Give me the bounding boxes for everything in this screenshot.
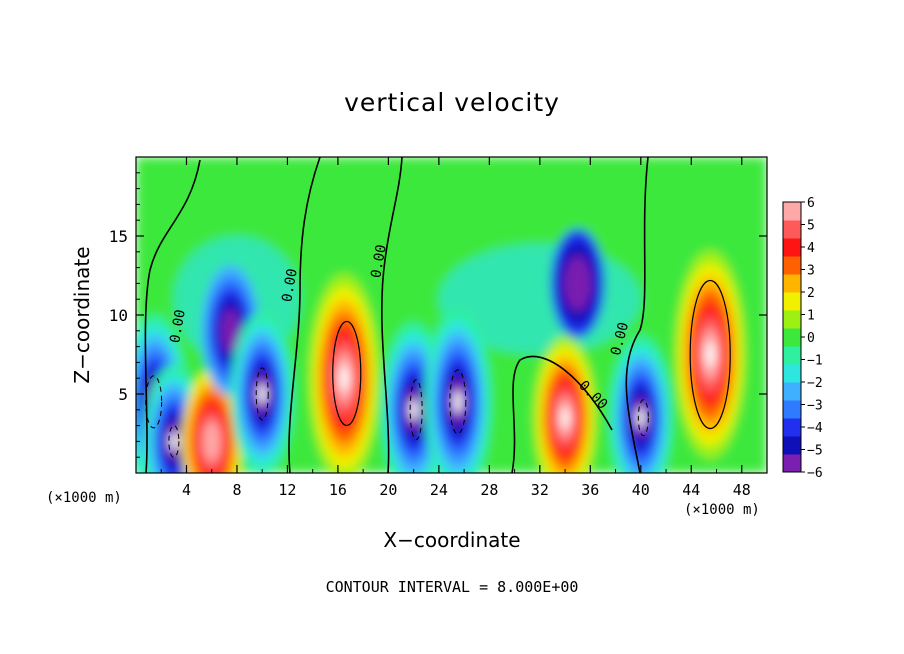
x-tick-label: 8 [232, 481, 241, 499]
colorbar-segment [783, 310, 801, 329]
colorbar-segment [783, 202, 801, 221]
field-cell-11-0 [705, 341, 715, 368]
colorbar-segment [783, 418, 801, 437]
x-tick-label: 48 [733, 481, 751, 499]
colorbar: 6 5 4 3 2 1 0 −1 −2 −3 −4 −5 −6 [782, 196, 823, 481]
y-axis: 5 10 15 [109, 172, 767, 458]
x-unit-label-right: (×1000 m) [684, 502, 760, 518]
colorbar-tick-label: 2 [807, 286, 815, 301]
y-tick-label: 10 [109, 306, 128, 325]
x-tick-label: 32 [531, 481, 549, 499]
x-tick-label: 12 [278, 481, 296, 499]
contour-label: 0.00 [279, 267, 301, 303]
contour-negative-1 [168, 424, 180, 458]
x-tick-label: 20 [379, 481, 397, 499]
contour-positive-core [689, 279, 731, 430]
x-tick-label: 44 [682, 481, 700, 499]
x-axis-label: X−coordinate [383, 528, 521, 552]
x-tick-label: 28 [480, 481, 498, 499]
y-tick-label: 15 [109, 227, 128, 246]
chart-title: vertical velocity [344, 88, 560, 117]
contour-negative-0 [145, 375, 163, 429]
contour-zero-4 [511, 355, 613, 473]
field-cell-5-0 [339, 365, 349, 392]
field-cell-4-0 [258, 383, 267, 405]
contour-zero-3 [625, 157, 649, 473]
colorbar-segment [783, 454, 801, 473]
colorbar-segment [783, 364, 801, 383]
field-cell-1-0 [169, 431, 178, 451]
x-tick-label: 16 [329, 481, 347, 499]
colorbar-segment [783, 274, 801, 293]
contour-zero-2 [381, 157, 403, 473]
colorbar-tick-label: −4 [807, 421, 823, 436]
x-axis: 4 8 12 16 20 24 28 32 36 40 44 48 [160, 157, 751, 499]
colorbar-tick-label: −6 [807, 466, 823, 481]
y-axis-label: Z−coordinate [70, 246, 94, 384]
contour-zero-1 [288, 157, 321, 473]
x-tick-label: 40 [632, 481, 650, 499]
contour-label: 0.00 [167, 308, 189, 344]
contour-lines [144, 157, 731, 473]
velocity-field [136, 157, 767, 473]
colorbar-segment [783, 220, 801, 239]
field-cell-10-0 [636, 407, 645, 428]
contour-label: 0.00 [368, 243, 390, 279]
contour-positive-core-2 [332, 320, 362, 427]
colorbar-tick-label: 0 [807, 331, 815, 346]
contour-negative-5 [637, 399, 649, 437]
colorbar-tick-label: −5 [807, 444, 823, 459]
field-cell-2-0 [207, 431, 216, 452]
colorbar-segment [783, 400, 801, 419]
colorbar-tick-label: −2 [807, 376, 823, 391]
field-cell-6-0 [409, 398, 418, 421]
colorbar-segment [783, 238, 801, 257]
contour-negative-4 [449, 369, 467, 435]
contour-zero-0 [144, 159, 201, 473]
colorbar-tick-label: −3 [807, 399, 823, 414]
x-unit-label-left: (×1000 m) [46, 490, 122, 506]
colorbar-tick-label: 4 [807, 241, 815, 256]
contour-interval-note: CONTOUR INTERVAL = 8.000E+00 [325, 578, 579, 596]
colorbar-segment [783, 328, 801, 347]
field-cell-3-0 [225, 319, 236, 342]
x-tick-label: 36 [581, 481, 599, 499]
colorbar-tick-label: 6 [807, 196, 815, 211]
contour-negative-3 [409, 379, 423, 441]
y-tick-label: 5 [118, 385, 128, 404]
colorbar-tick-label: −1 [807, 354, 823, 369]
colorbar-segment [783, 346, 801, 365]
field-cell-8-0 [561, 407, 570, 428]
field-cell-7-0 [453, 390, 462, 414]
colorbar-tick-label: 3 [807, 264, 815, 279]
contour-negative-2 [255, 367, 269, 421]
colorbar-tick-label: 5 [807, 219, 815, 234]
colorbar-tick-label: 1 [807, 309, 815, 324]
x-tick-label: 24 [430, 481, 448, 499]
colorbar-segment [783, 382, 801, 401]
field-cell-9-0 [570, 269, 585, 298]
colorbar-segment [783, 256, 801, 275]
x-tick-label: 4 [182, 481, 191, 499]
colorbar-segment [783, 436, 801, 455]
colorbar-segment [783, 292, 801, 311]
